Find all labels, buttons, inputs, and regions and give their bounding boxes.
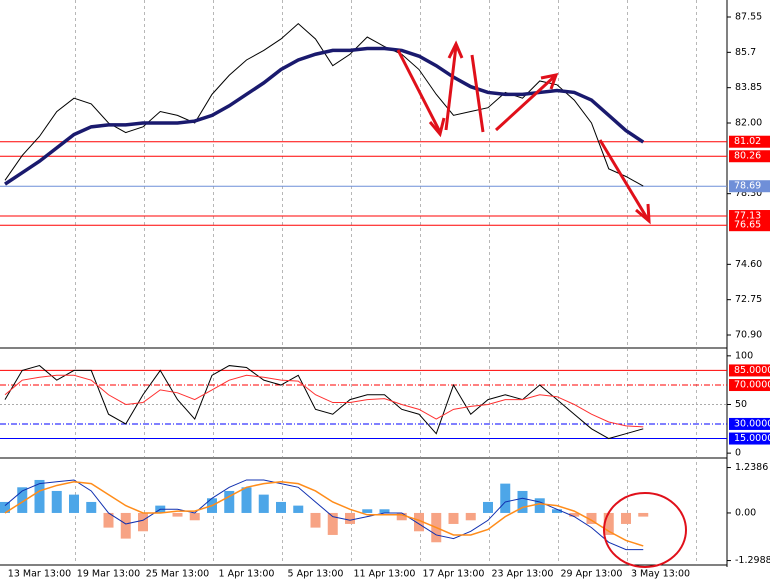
- level-label: 70.0000: [734, 380, 770, 391]
- y-tick-label: 72.75: [735, 294, 762, 305]
- histogram-bar: [86, 501, 97, 513]
- y-tick-label: 74.60: [735, 259, 762, 270]
- y-tick-label: 70.90: [735, 330, 762, 341]
- level-label-box: [729, 364, 770, 377]
- level-label: 78.69: [734, 181, 761, 192]
- y-tick-label: 87.55: [735, 11, 762, 22]
- y-tick-label: 0.00: [735, 507, 756, 518]
- y-tick-label: 82.00: [735, 118, 762, 129]
- x-tick-label: 19 Mar 13:00: [77, 569, 140, 580]
- histogram-bar: [276, 501, 286, 513]
- histogram-bar: [241, 487, 252, 513]
- histogram-bar: [345, 512, 355, 524]
- y-tick-label: 78.30: [735, 188, 762, 199]
- histogram-bar: [500, 483, 511, 513]
- x-tick-label: 25 Mar 13:00: [146, 569, 209, 580]
- y-tick-label: 50: [735, 399, 747, 410]
- x-tick-label: 1 Apr 13:00: [219, 569, 275, 580]
- x-tick-label: 3 May 13:00: [631, 569, 690, 580]
- histogram-bar: [569, 512, 580, 517]
- histogram-bar: [465, 512, 476, 521]
- histogram-bar: [224, 490, 235, 513]
- arrow: [470, 54, 485, 133]
- histogram-bar: [483, 501, 493, 513]
- histogram-bar: [138, 512, 148, 532]
- histogram-bar: [51, 490, 62, 513]
- x-tick-label: 17 Apr 13:00: [423, 569, 485, 580]
- histogram-bar: [327, 512, 338, 535]
- histogram-bar: [258, 494, 269, 513]
- x-tick-label: 5 Apr 13:00: [288, 569, 344, 580]
- histogram-bar: [69, 494, 79, 513]
- level-label-box: [729, 180, 770, 193]
- histogram-bar: [172, 512, 183, 517]
- x-tick-label: 11 Apr 13:00: [354, 569, 416, 580]
- histogram-bar: [34, 479, 45, 513]
- histogram-bar: [621, 512, 631, 524]
- series-line: [4, 365, 644, 440]
- series-line: [4, 374, 644, 428]
- level-label: 30.0000: [734, 418, 770, 429]
- histogram-bar: [586, 512, 597, 524]
- level-label: 85.0000: [734, 365, 770, 376]
- histogram-bar: [379, 509, 390, 513]
- histogram-bar: [189, 512, 200, 521]
- level-label: 77.13: [734, 211, 761, 222]
- histogram-bar: [552, 509, 562, 513]
- y-tick-label: 83.85: [735, 82, 762, 93]
- x-tick-label: 13 Mar 13:00: [8, 569, 71, 580]
- arrow-head: [540, 73, 559, 90]
- histogram-bar: [0, 501, 10, 513]
- x-tick-label: 23 Apr 13:00: [492, 569, 554, 580]
- histogram-bar: [310, 512, 321, 528]
- histogram-bar: [448, 512, 459, 524]
- arrow-head: [635, 203, 651, 225]
- histogram-bar: [414, 512, 424, 532]
- level-label: 76.65: [734, 220, 761, 231]
- level-label-box: [729, 432, 770, 445]
- histogram-bar: [396, 512, 407, 521]
- histogram-bar: [362, 509, 373, 513]
- level-label-box: [729, 135, 770, 148]
- level-label-box: [729, 150, 770, 163]
- annotations: [396, 40, 687, 568]
- histogram-bar: [638, 512, 649, 517]
- y-tick-label: 1.2386: [735, 462, 768, 473]
- level-label: 81.02: [734, 136, 761, 147]
- arrow: [396, 49, 442, 133]
- series-line: [4, 481, 644, 547]
- level-label-box: [729, 379, 770, 392]
- y-tick-label: 85.7: [735, 47, 756, 58]
- histogram-bar: [293, 505, 304, 513]
- histogram-bar: [120, 512, 131, 539]
- arrow-head: [428, 117, 446, 138]
- arrow: [494, 74, 557, 132]
- level-label: 80.26: [734, 151, 761, 162]
- x-tick-label: 29 Apr 13:00: [561, 569, 623, 580]
- histogram-bar: [603, 512, 614, 535]
- level-label-box: [729, 219, 770, 232]
- highlight-circle: [603, 492, 687, 568]
- level-label-box: [729, 210, 770, 223]
- y-tick-label: 0: [735, 448, 741, 459]
- histogram-bar: [17, 487, 28, 513]
- histogram-bar: [534, 498, 545, 513]
- y-tick-label: 100: [735, 350, 753, 361]
- arrow-head: [447, 40, 464, 59]
- histogram-bar: [517, 490, 528, 513]
- level-label-box: [729, 417, 770, 430]
- series-line: [4, 479, 644, 551]
- arrow: [444, 45, 458, 131]
- level-label: 15.0000: [734, 433, 770, 444]
- histogram-bar: [103, 512, 114, 528]
- y-tick-label: -1.2988: [735, 555, 770, 566]
- arrow: [598, 139, 649, 219]
